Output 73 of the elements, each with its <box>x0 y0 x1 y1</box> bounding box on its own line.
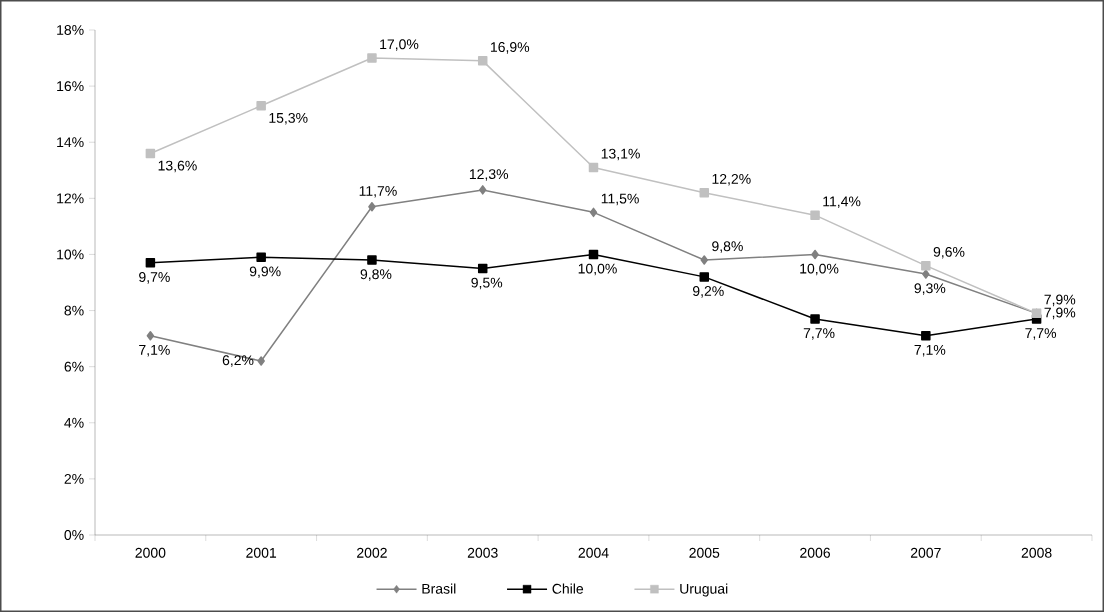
data-label: 15,3% <box>269 112 308 125</box>
x-tick-label: 2007 <box>910 547 941 558</box>
x-tick-label: 2004 <box>578 547 609 558</box>
point <box>368 202 376 212</box>
data-label: 12,2% <box>712 173 751 186</box>
data-label: 9,8% <box>712 241 743 253</box>
data-label: 9,2% <box>692 286 724 298</box>
point <box>146 331 155 341</box>
data-label: 13,6% <box>158 160 197 173</box>
data-label: 10,0% <box>578 263 617 276</box>
y-tick-label: 8% <box>64 305 84 316</box>
point <box>367 53 377 63</box>
legend-label: Brasil <box>422 583 456 594</box>
y-tick-label: 14% <box>57 137 84 148</box>
point <box>477 56 488 66</box>
data-label: 13,1% <box>601 148 640 161</box>
point <box>589 207 598 218</box>
data-label: 11,4% <box>823 196 861 208</box>
point <box>810 210 820 220</box>
point <box>478 185 487 195</box>
x-tick-label: 2000 <box>135 547 166 558</box>
y-tick-label: 12% <box>57 193 84 204</box>
y-tick-label: 16% <box>57 81 84 92</box>
data-label: 7,7% <box>1025 328 1057 340</box>
point <box>699 272 710 282</box>
data-label: 9,7% <box>139 272 170 284</box>
data-label: 7,9% <box>1044 294 1076 307</box>
data-label: 7,1% <box>139 345 170 357</box>
y-tick-label: 0% <box>64 530 84 540</box>
legend-label: Uruguai <box>680 583 728 597</box>
data-label: 11,7% <box>359 186 397 198</box>
point <box>257 356 265 366</box>
point <box>921 260 931 271</box>
x-tick-label: 2003 <box>467 547 498 558</box>
x-tick-label: 2001 <box>246 547 277 558</box>
data-label: 6,2% <box>222 355 254 367</box>
point <box>921 331 931 341</box>
data-label: 9,6% <box>933 246 965 259</box>
x-tick-label: 2002 <box>357 547 387 558</box>
point <box>145 258 156 268</box>
x-tick-label: 2006 <box>800 547 830 558</box>
data-label: 9,9% <box>249 266 281 279</box>
y-tick-label: 6% <box>64 361 84 372</box>
data-label: 7,9% <box>1044 307 1076 320</box>
point <box>810 314 820 324</box>
x-tick-label: 2008 <box>1021 547 1052 558</box>
point <box>588 249 599 260</box>
point <box>477 263 488 274</box>
data-label: 12,3% <box>469 169 509 181</box>
data-label: 7,1% <box>914 345 946 357</box>
point <box>588 162 599 173</box>
data-label: 9,3% <box>914 283 946 295</box>
data-label: 9,8% <box>360 269 392 281</box>
point <box>811 249 819 260</box>
point <box>256 252 266 262</box>
point <box>145 148 156 159</box>
data-label: 9,5% <box>471 277 503 290</box>
legend-label: Chile <box>552 583 584 594</box>
y-tick-label: 4% <box>64 417 84 428</box>
x-tick-label: 2005 <box>689 547 720 558</box>
y-tick-label: 10% <box>57 249 84 260</box>
point <box>699 187 710 198</box>
point <box>922 269 930 279</box>
point <box>700 255 709 265</box>
data-label: 10,0% <box>800 263 839 276</box>
point <box>367 255 377 265</box>
data-label: 16,9% <box>490 42 530 54</box>
data-label: 17,0% <box>380 39 419 51</box>
point <box>256 101 266 111</box>
data-label: 7,7% <box>803 328 835 340</box>
y-tick-label: 2% <box>64 473 84 484</box>
y-tick-label: 18% <box>57 25 84 35</box>
data-label: 11,5% <box>601 193 639 206</box>
